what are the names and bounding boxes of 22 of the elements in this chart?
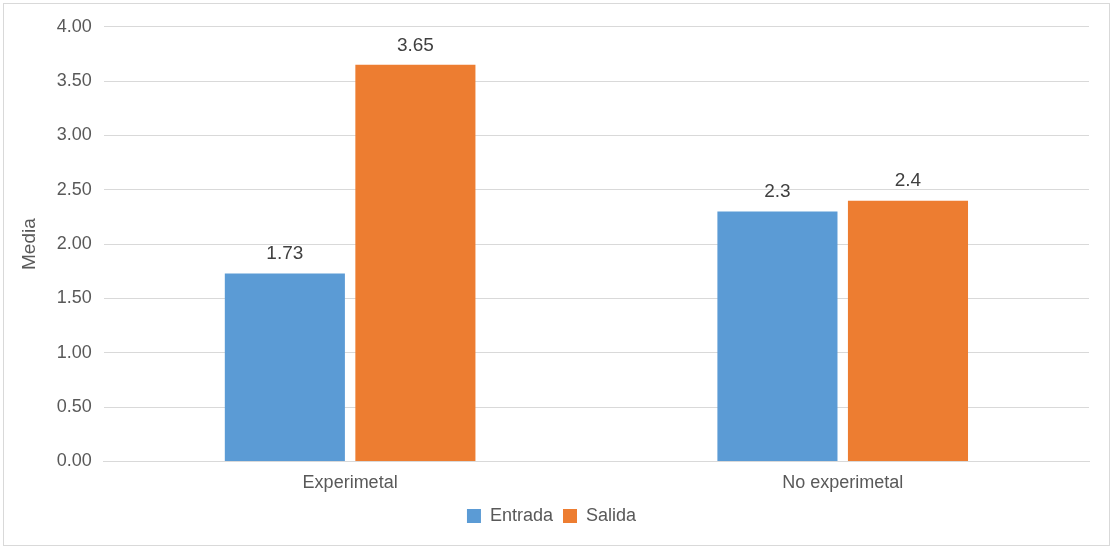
y-tick-label: 1.00 xyxy=(56,341,92,362)
y-tick-label: 0.50 xyxy=(56,396,92,417)
y-tick-label: 3.00 xyxy=(56,124,92,145)
y-tick-label: 4.00 xyxy=(56,15,92,36)
x-tick-label: No experimetal xyxy=(782,472,904,493)
y-axis-title: Media xyxy=(17,217,39,270)
x-tick-label: Experimetal xyxy=(302,472,398,493)
bar xyxy=(355,64,476,461)
data-label: 2.4 xyxy=(894,169,922,191)
data-label: 3.65 xyxy=(396,33,434,55)
y-tick-label: 0.00 xyxy=(56,450,92,471)
y-tick-label: 2.00 xyxy=(56,233,92,254)
bar xyxy=(847,200,969,461)
bar xyxy=(717,211,838,461)
data-label: 2.3 xyxy=(764,180,791,202)
y-tick-label: 2.50 xyxy=(56,178,92,199)
y-tick-label: 3.50 xyxy=(56,70,92,91)
data-label: 1.73 xyxy=(266,242,304,264)
bar xyxy=(224,273,345,461)
legend-label: Entrada xyxy=(489,504,554,525)
legend-label: Salida xyxy=(586,504,638,525)
y-tick-label: 1.50 xyxy=(56,287,92,308)
